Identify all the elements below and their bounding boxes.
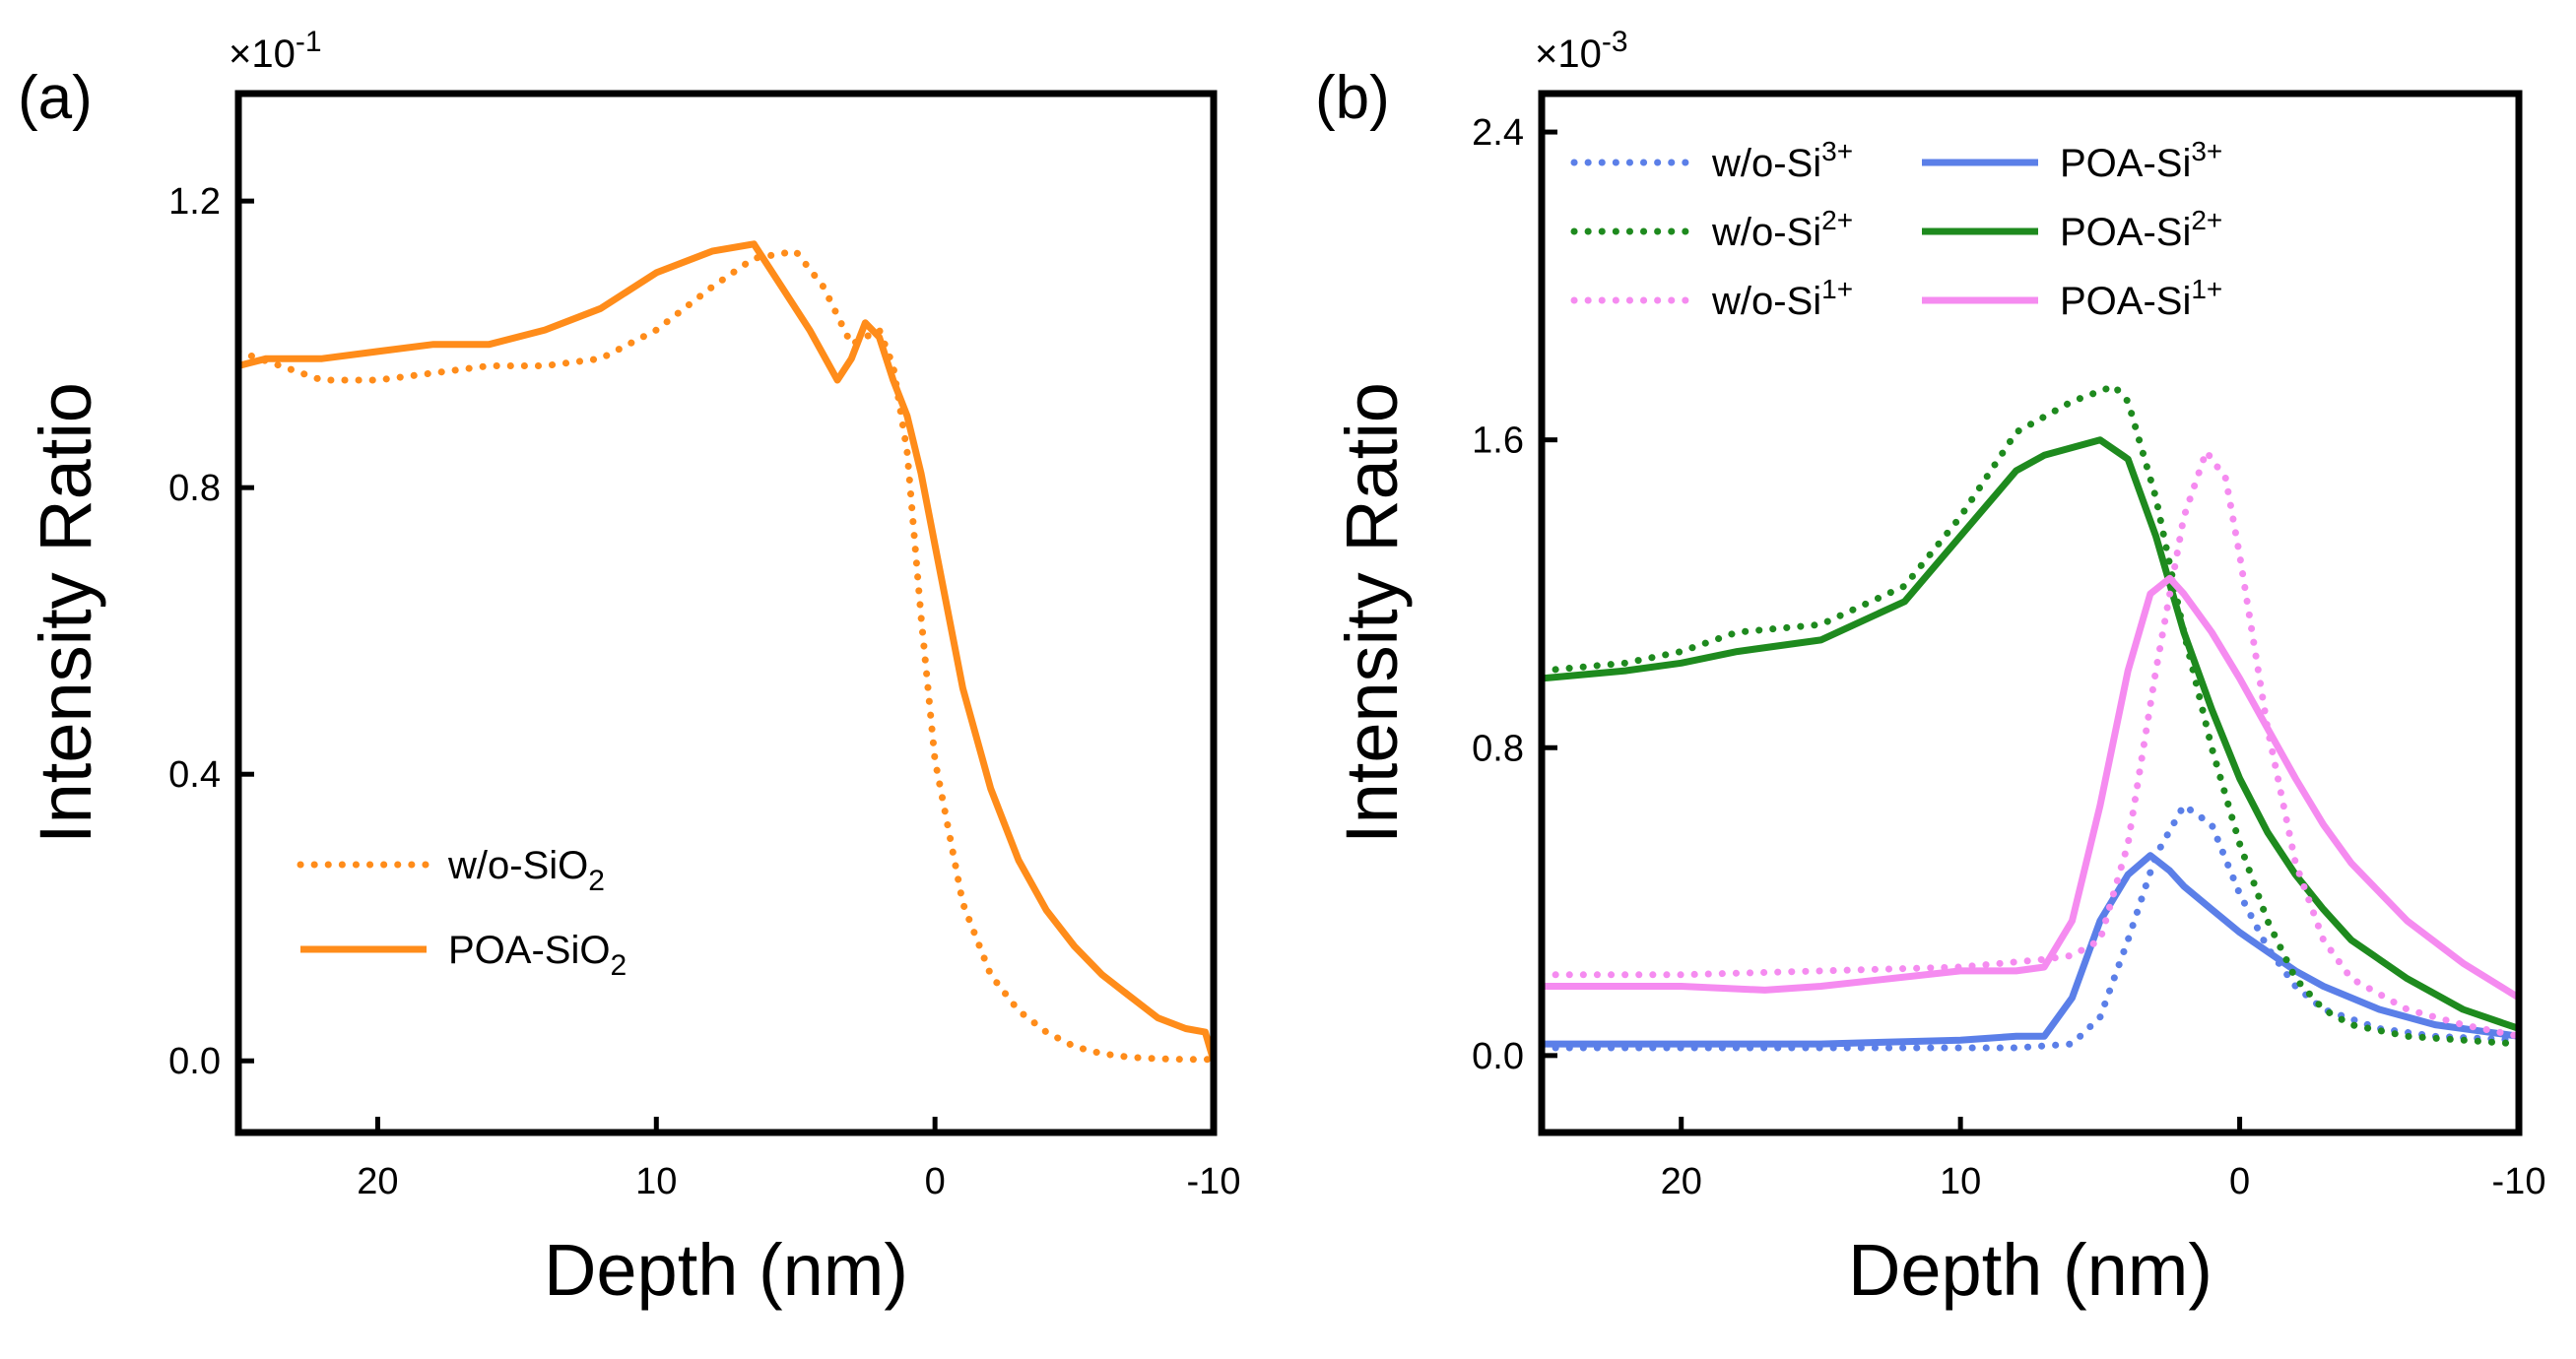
- x-tick-label: 0: [925, 1161, 946, 1202]
- legend-label-superscript: 3+: [2191, 136, 2222, 166]
- legend-label-main: POA-SiO: [448, 929, 610, 972]
- chart-panel-a: 20 10 0 -10 0.0 0.4 0.8 1.2 (a) ×10-1 Depth (nm) In…: [18, 26, 1240, 1311]
- panel-label: (b): [1315, 64, 1390, 132]
- legend-label-main: w/o-SiO: [447, 844, 588, 887]
- x-tick-label: 20: [1661, 1161, 1702, 1202]
- series-line-w-o-si3-: [1542, 802, 2519, 1052]
- series-line-poa-sio2: [238, 240, 1214, 1063]
- y-tick-label: 1.6: [1472, 421, 1524, 462]
- x-tick-label: 0: [2229, 1161, 2250, 1202]
- legend-label: POA-Si2+: [2060, 205, 2222, 254]
- y-axis-title: Intensity Ratio: [25, 382, 106, 844]
- legend-label: POA-SiO2: [448, 929, 627, 982]
- legend-label-main: POA-Si: [2060, 142, 2191, 185]
- legend-label: POA-Si3+: [2060, 136, 2222, 185]
- legend-label-main: POA-Si: [2060, 211, 2191, 254]
- series-line-poa-si2-: [1542, 436, 2519, 1032]
- x-axis-title: Depth (nm): [544, 1229, 908, 1311]
- chart-panel-b: 20 10 0 -10 0.0 0.8 1.6 2.4 (b) ×10-3 Depth (nm) In…: [1315, 26, 2545, 1311]
- series-line-w-o-si1-: [1542, 447, 2519, 1040]
- y-tick-label: 0.8: [1472, 728, 1524, 769]
- plot-area: [1542, 382, 2519, 1052]
- legend-label-superscript: 3+: [1821, 136, 1853, 166]
- x-tick-label: -10: [1187, 1161, 1241, 1202]
- plot-frame: [234, 90, 1218, 1136]
- x-tick-label: 20: [357, 1161, 398, 1202]
- legend-label-main: w/o-Si: [1711, 142, 1821, 185]
- legend-label-main: w/o-Si: [1711, 280, 1821, 323]
- legend-label-superscript: 2+: [1821, 205, 1853, 235]
- y-axis-title: Intensity Ratio: [1331, 382, 1413, 844]
- legend-label-superscript: 1+: [2191, 274, 2222, 304]
- legend-label: w/o-Si3+: [1711, 136, 1853, 185]
- legend-label: w/o-Si1+: [1711, 274, 1853, 323]
- legend-label-superscript: 1+: [1821, 274, 1853, 304]
- scale-exponent: -1: [296, 26, 322, 58]
- scale-exponent: -3: [1602, 26, 1628, 58]
- legend-label: w/o-Si2+: [1711, 205, 1853, 254]
- series-line-poa-si1-: [1542, 574, 2519, 1002]
- legend-label: w/o-SiO2: [447, 844, 605, 897]
- legend-label-superscript: 2+: [2191, 205, 2222, 235]
- scale-factor: ×10-1: [229, 26, 322, 76]
- y-tick-label: 0.0: [1472, 1036, 1524, 1077]
- legend-label-main: POA-Si: [2060, 280, 2191, 323]
- series-line-poa-si3-: [1542, 852, 2519, 1048]
- scale-factor: ×10-3: [1535, 26, 1628, 76]
- legend-label-subscript: 2: [588, 865, 605, 897]
- legend-label: POA-Si1+: [2060, 274, 2222, 323]
- scale-base: ×10: [1535, 32, 1602, 76]
- series-line-w-o-si2-: [1542, 382, 2519, 1048]
- y-tick-label: 2.4: [1472, 112, 1524, 154]
- y-tick-label: 0.4: [168, 754, 221, 796]
- scale-base: ×10: [229, 32, 296, 76]
- plot-area: [238, 240, 1214, 1064]
- y-tick-label: 1.2: [168, 181, 221, 223]
- plot-frame: [1538, 90, 2523, 1136]
- x-tick-label: 10: [1940, 1161, 1981, 1202]
- legend-label-subscript: 2: [610, 949, 627, 982]
- y-tick-label: 0.0: [168, 1041, 221, 1082]
- legend-label-main: w/o-Si: [1711, 211, 1821, 254]
- x-axis-title: Depth (nm): [1848, 1229, 2213, 1311]
- panel-label: (a): [18, 64, 93, 132]
- x-tick-label: -10: [2492, 1161, 2546, 1202]
- x-tick-label: 10: [635, 1161, 677, 1202]
- legend: w/o-Si3+w/o-Si2+w/o-Si1+POA-Si3+POA-Si2+…: [1570, 136, 2222, 323]
- y-tick-label: 0.8: [168, 468, 221, 509]
